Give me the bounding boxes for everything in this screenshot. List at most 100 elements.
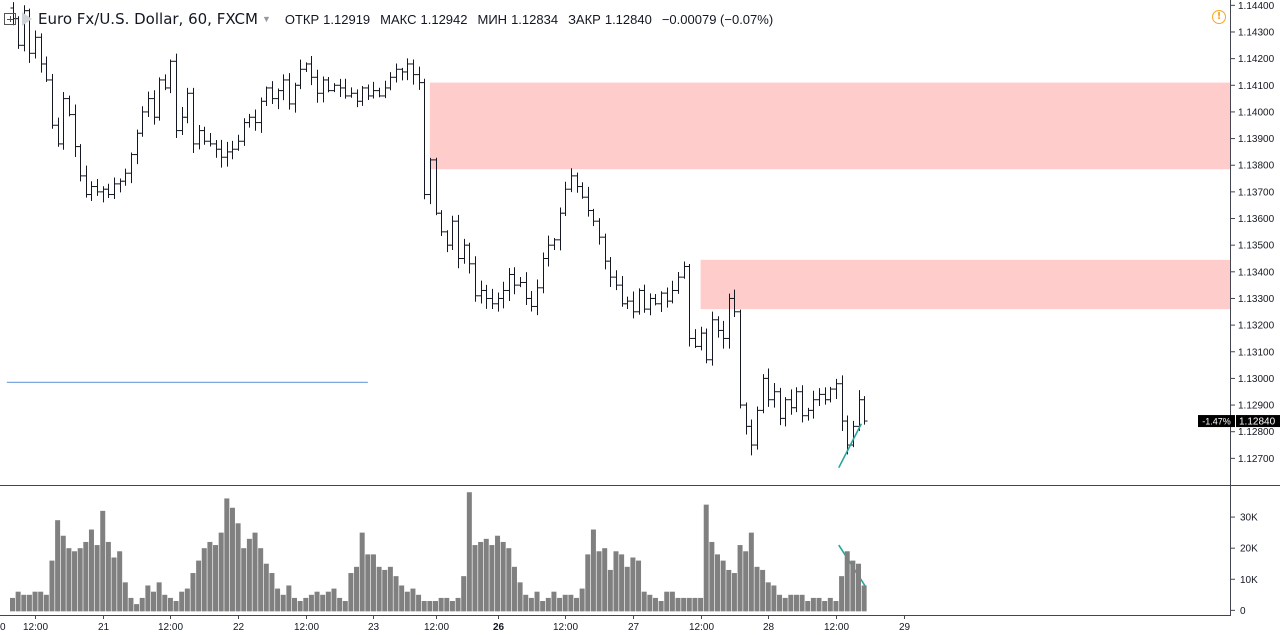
ohlc-bar[interactable]: [748, 419, 755, 456]
ohlc-bar[interactable]: [263, 86, 270, 106]
ohlc-bar[interactable]: [179, 107, 186, 135]
ohlc-bar[interactable]: [88, 181, 95, 201]
volume-bar[interactable]: [354, 566, 360, 612]
ohlc-bar[interactable]: [218, 139, 225, 168]
ohlc-bar[interactable]: [410, 59, 417, 85]
ohlc-bar[interactable]: [861, 396, 868, 425]
resistance-zone[interactable]: [700, 259, 1230, 310]
ohlc-bar[interactable]: [596, 218, 603, 245]
volume-bar[interactable]: [799, 594, 805, 612]
volume-bar[interactable]: [765, 582, 771, 612]
volume-bar[interactable]: [88, 529, 94, 612]
volume-bar[interactable]: [675, 597, 681, 612]
ohlc-bar[interactable]: [844, 415, 851, 455]
volume-bar[interactable]: [737, 545, 743, 612]
ohlc-bar[interactable]: [111, 177, 118, 199]
ohlc-bar[interactable]: [449, 215, 456, 251]
ohlc-bar[interactable]: [393, 63, 400, 83]
volume-bar[interactable]: [404, 591, 410, 612]
volume-bar[interactable]: [399, 585, 405, 612]
volume-bar[interactable]: [100, 510, 106, 612]
volume-bar[interactable]: [551, 591, 557, 612]
resistance-zone[interactable]: [429, 82, 1230, 170]
ohlc-bar[interactable]: [483, 284, 490, 309]
ohlc-bar[interactable]: [105, 183, 112, 199]
ohlc-bar[interactable]: [297, 59, 304, 90]
volume-bar[interactable]: [483, 538, 489, 612]
ohlc-bar[interactable]: [692, 329, 699, 349]
volume-bar[interactable]: [596, 551, 602, 612]
ohlc-bar[interactable]: [455, 214, 462, 269]
volume-bar[interactable]: [545, 597, 551, 612]
volume-bar[interactable]: [641, 591, 647, 612]
volume-bar[interactable]: [495, 535, 501, 612]
ohlc-bar[interactable]: [122, 168, 129, 186]
volume-bar[interactable]: [382, 569, 388, 612]
ohlc-bar[interactable]: [715, 316, 722, 338]
ohlc-bar[interactable]: [43, 56, 50, 82]
ohlc-bar[interactable]: [788, 389, 795, 415]
volume-bar[interactable]: [720, 560, 726, 612]
volume-bar[interactable]: [292, 597, 297, 612]
volume-bar[interactable]: [258, 548, 264, 612]
volume-bar[interactable]: [269, 573, 275, 612]
ohlc-bar[interactable]: [55, 117, 62, 147]
ohlc-bar[interactable]: [66, 95, 73, 117]
volume-bar[interactable]: [805, 601, 811, 612]
volume-bar[interactable]: [370, 554, 376, 612]
volume-bar[interactable]: [506, 548, 512, 612]
ohlc-bar[interactable]: [585, 186, 592, 217]
ohlc-bar[interactable]: [314, 69, 321, 103]
volume-bar[interactable]: [686, 597, 692, 612]
volume-bar[interactable]: [839, 576, 845, 612]
ohlc-bar[interactable]: [607, 256, 614, 287]
ohlc-bar[interactable]: [292, 82, 299, 113]
volume-bar[interactable]: [320, 594, 326, 612]
volume-bar[interactable]: [145, 585, 151, 612]
volume-bar[interactable]: [619, 554, 625, 612]
volume-bar[interactable]: [856, 563, 861, 612]
volume-bar[interactable]: [585, 554, 591, 612]
volume-bar[interactable]: [280, 594, 286, 612]
volume-bar[interactable]: [263, 563, 269, 612]
volume-bar[interactable]: [827, 597, 833, 612]
volume-bar[interactable]: [416, 594, 422, 612]
ohlc-bar[interactable]: [94, 178, 101, 196]
volume-bar[interactable]: [703, 504, 709, 612]
volume-bar[interactable]: [26, 594, 32, 612]
volume-bar[interactable]: [517, 582, 523, 612]
ohlc-bar[interactable]: [184, 87, 191, 124]
volume-bar[interactable]: [77, 548, 83, 612]
volume-bar[interactable]: [348, 573, 354, 612]
volume-bar[interactable]: [709, 541, 715, 612]
volume-bar[interactable]: [607, 569, 613, 612]
volume-bar[interactable]: [574, 597, 579, 612]
volume-bar[interactable]: [105, 541, 111, 612]
ohlc-bar[interactable]: [686, 263, 693, 347]
volume-bar[interactable]: [669, 591, 675, 612]
ohlc-bar[interactable]: [461, 238, 468, 264]
volume-bar[interactable]: [235, 523, 241, 612]
ohlc-bar[interactable]: [427, 157, 434, 205]
ohlc-bar[interactable]: [77, 144, 84, 182]
ohlc-bar[interactable]: [613, 270, 620, 291]
volume-bar[interactable]: [179, 591, 185, 612]
ohlc-bar[interactable]: [782, 397, 789, 427]
volume-bar[interactable]: [602, 548, 608, 612]
ohlc-bar[interactable]: [551, 238, 558, 250]
ohlc-bar[interactable]: [681, 261, 688, 279]
volume-bar[interactable]: [754, 566, 760, 612]
chevron-down-icon[interactable]: ▼: [261, 14, 271, 24]
volume-bar[interactable]: [568, 594, 574, 612]
volume-bar[interactable]: [630, 557, 636, 612]
volume-bar[interactable]: [731, 573, 737, 612]
volume-bar[interactable]: [275, 588, 281, 612]
ohlc-bar[interactable]: [669, 280, 676, 304]
ohlc-bar[interactable]: [827, 386, 834, 403]
volume-bar[interactable]: [10, 597, 15, 612]
ohlc-bar[interactable]: [698, 326, 705, 351]
volume-bar[interactable]: [49, 560, 55, 612]
ohlc-bar[interactable]: [765, 368, 772, 407]
ohlc-bar[interactable]: [139, 106, 146, 137]
